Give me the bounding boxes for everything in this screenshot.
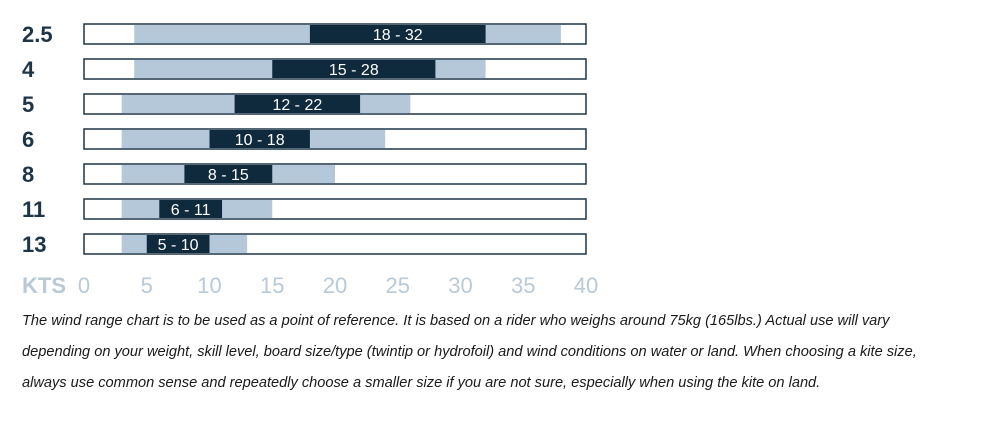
x-tick-label: 5 [141, 273, 153, 298]
size-label: 13 [22, 232, 46, 257]
size-label: 8 [22, 162, 34, 187]
x-axis-unit-label: KTS [22, 273, 66, 298]
core-range-label: 5 - 10 [158, 237, 199, 254]
chart-caption: The wind range chart is to be used as a … [22, 306, 997, 399]
size-label: 5 [22, 92, 34, 117]
core-range-label: 8 - 15 [208, 167, 249, 184]
x-tick-label: 15 [260, 273, 284, 298]
size-label: 2.5 [22, 22, 53, 47]
x-tick-label: 0 [78, 273, 90, 298]
core-range-label: 15 - 28 [329, 62, 379, 79]
x-tick-label: 10 [197, 273, 221, 298]
x-tick-label: 20 [323, 273, 347, 298]
core-range-bar [209, 130, 310, 148]
size-label: 4 [22, 57, 35, 82]
core-range-label: 6 - 11 [171, 202, 211, 219]
core-range-bar [146, 235, 210, 253]
size-label: 11 [22, 197, 45, 222]
core-range-bar [309, 25, 486, 43]
x-tick-label: 25 [386, 273, 410, 298]
core-range-bar [159, 200, 223, 218]
caption-line-3: always use common sense and repeatedly c… [22, 375, 821, 391]
x-tick-label: 30 [448, 273, 472, 298]
core-range-bar [184, 165, 273, 183]
core-range-bar [234, 95, 361, 113]
wind-range-chart: 2.5 18 - 32 4 15 - 28 5 12 - 22 6 10 - 18 8 8 - 1… [22, 22, 598, 298]
core-range-bar [272, 60, 436, 78]
size-label: 6 [22, 127, 34, 152]
x-tick-label: 35 [511, 273, 535, 298]
caption-line-2: depending on your weight, skill level, b… [22, 344, 917, 360]
x-tick-label: 40 [574, 273, 598, 298]
caption-line-1: The wind range chart is to be used as a … [22, 313, 890, 329]
core-range-label: 10 - 18 [235, 132, 285, 149]
core-range-label: 12 - 22 [272, 97, 322, 114]
core-range-label: 18 - 32 [373, 27, 423, 44]
